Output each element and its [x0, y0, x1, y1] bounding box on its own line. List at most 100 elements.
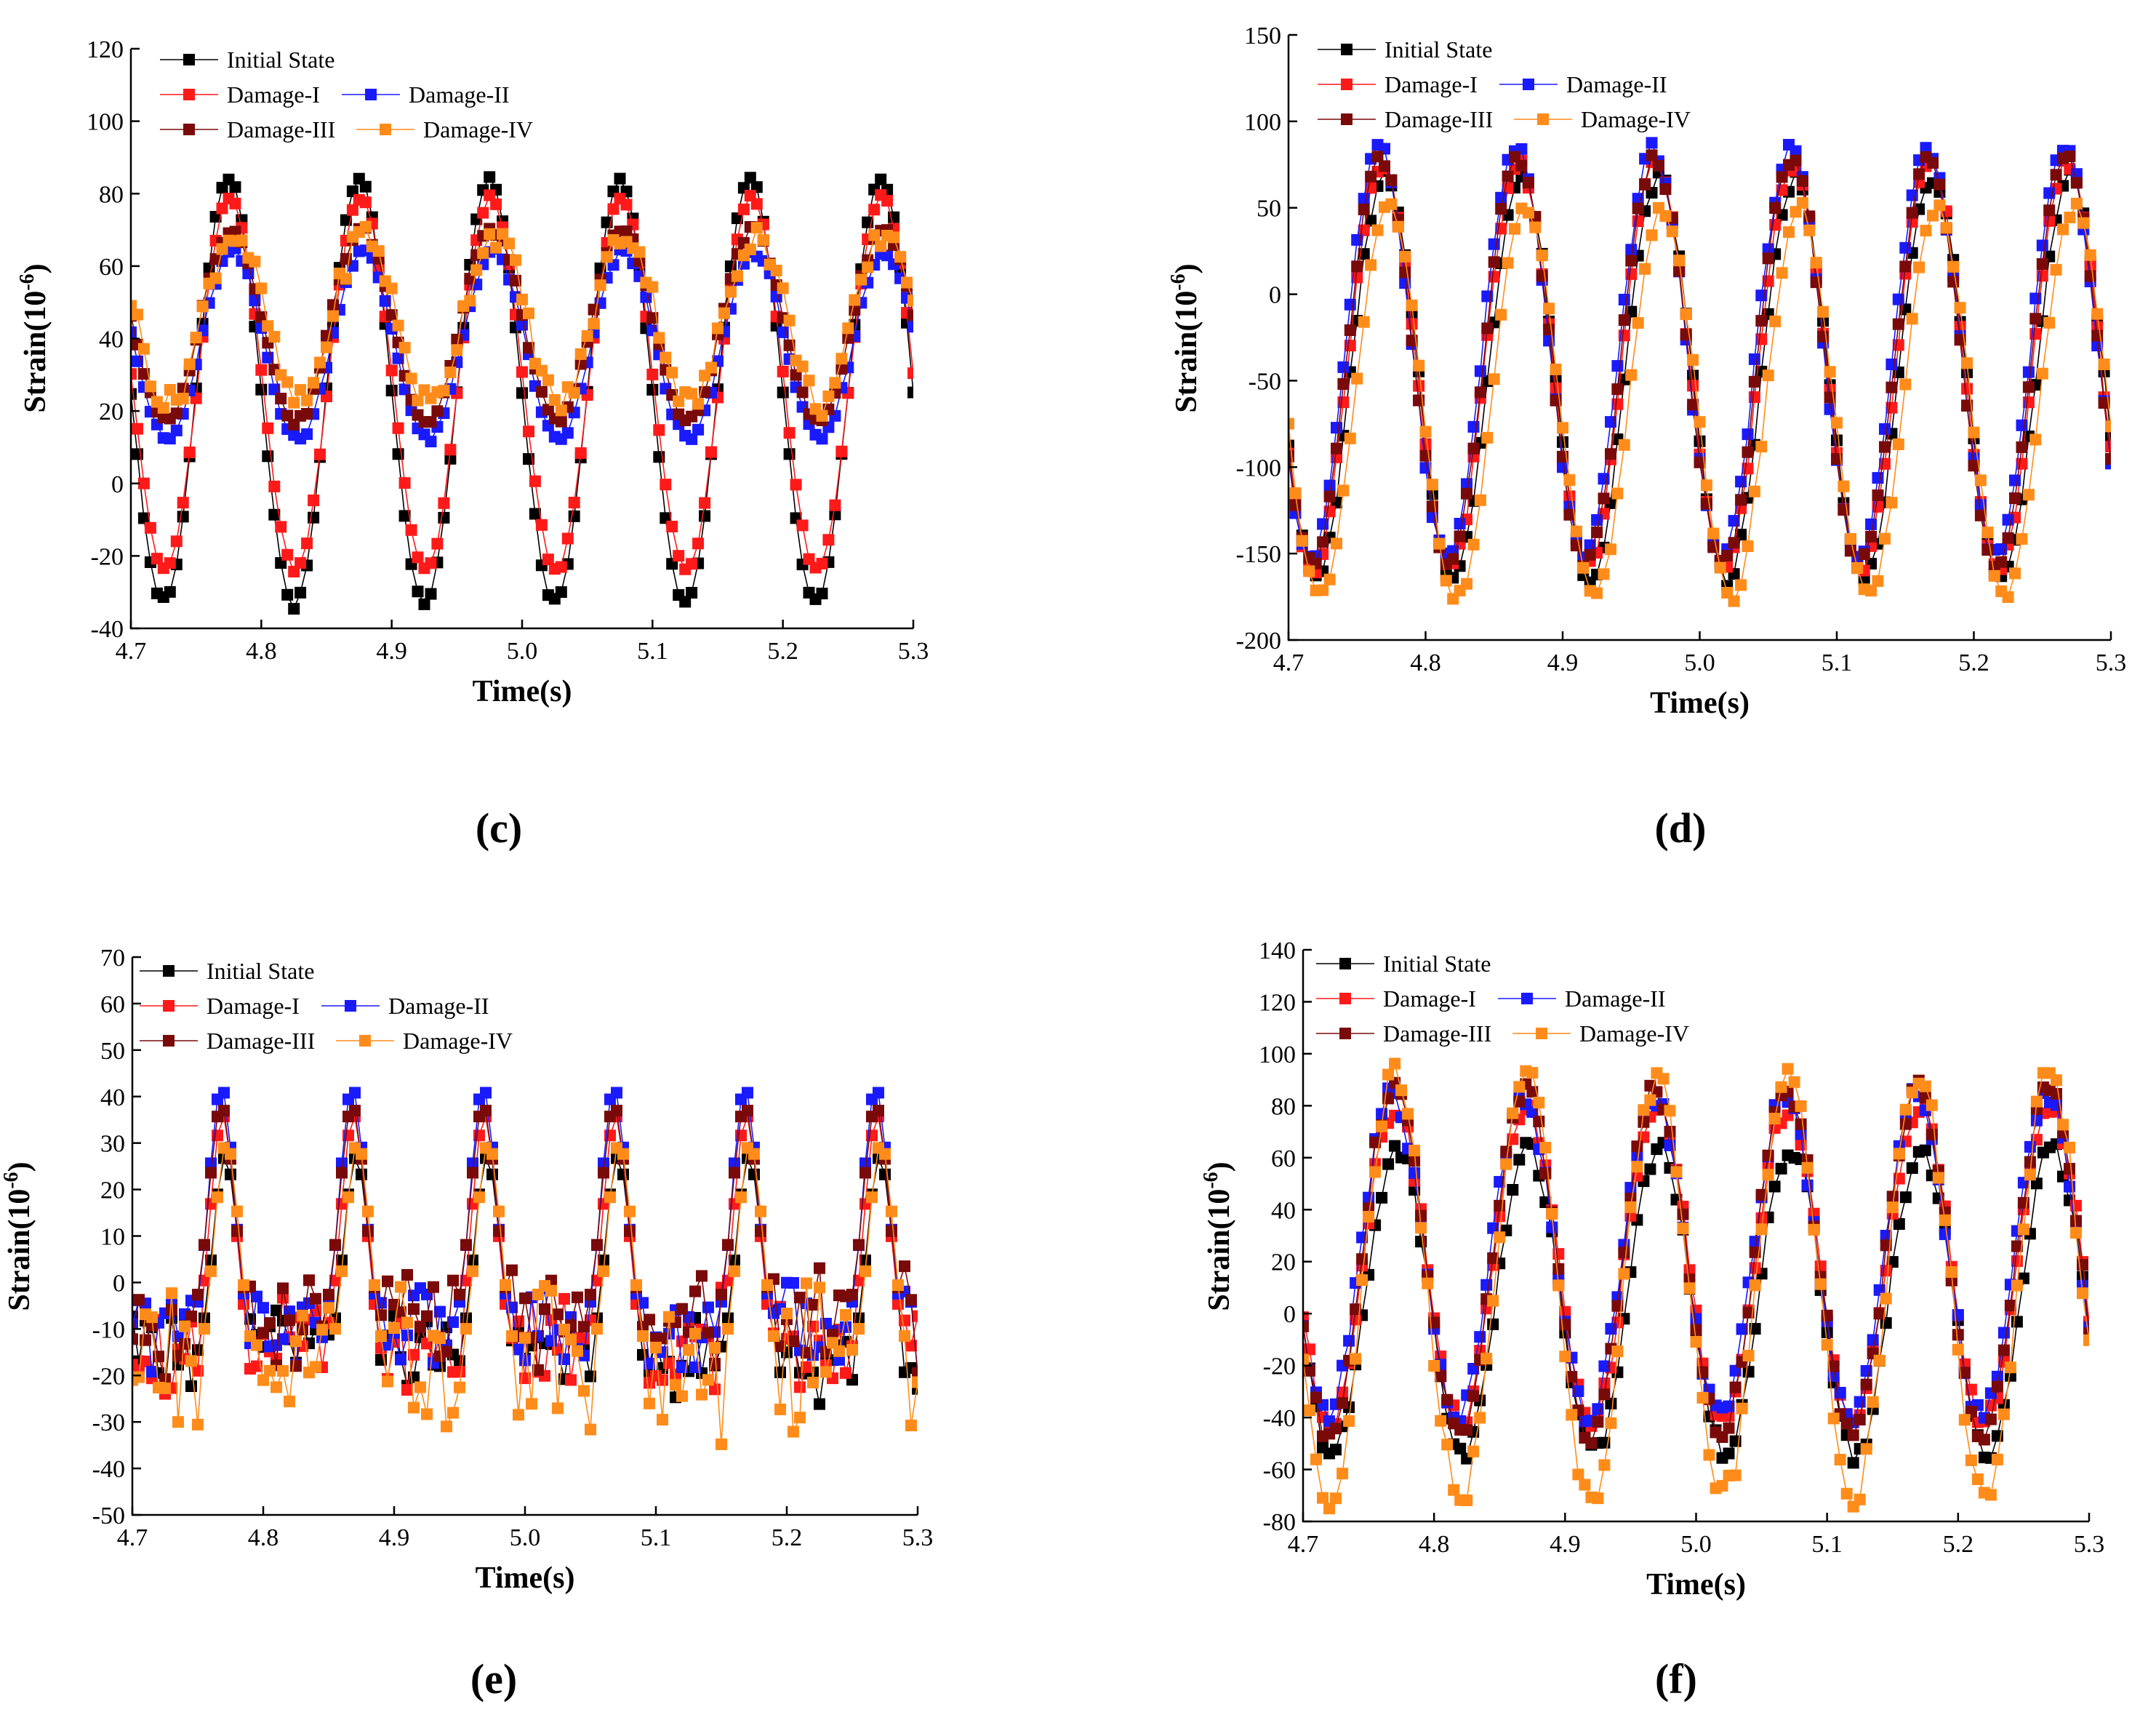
data-point-d-4-0	[1289, 417, 1294, 430]
data-point-c-2-106	[816, 433, 828, 445]
data-point-d-1-110	[2036, 270, 2048, 282]
data-point-c-1-80	[646, 368, 659, 380]
data-point-c-4-61	[523, 307, 534, 319]
data-point-e-4-80	[650, 1341, 662, 1353]
data-point-f-3-64	[1716, 1431, 1728, 1443]
data-point-e-4-45	[421, 1408, 433, 1420]
data-point-e-3-4	[153, 1351, 164, 1363]
y-tick-label: -50	[1249, 368, 1281, 395]
data-point-d-3-31	[1495, 203, 1507, 215]
data-point-c-4-110	[842, 322, 854, 335]
data-point-f-4-10	[1363, 1211, 1375, 1223]
data-point-f-1-30	[1494, 1210, 1506, 1223]
data-point-f-3-108	[2004, 1300, 2016, 1311]
data-point-e-3-104	[807, 1299, 819, 1311]
data-point-e-4-3	[146, 1311, 158, 1324]
data-point-d-4-38	[1543, 303, 1555, 315]
data-point-d-2-6	[1323, 479, 1336, 492]
data-point-d-2-30	[1488, 238, 1500, 250]
data-point-c-0-45	[418, 598, 430, 610]
data-point-c-4-21	[262, 320, 274, 332]
data-point-e-1-109	[840, 1367, 851, 1379]
data-point-d-3-86	[1872, 489, 1884, 501]
data-point-d-4-97	[1947, 260, 1960, 273]
x-tick-label: 4.9	[376, 638, 407, 665]
data-point-f-4-88	[1873, 1354, 1885, 1367]
data-point-e-1-31	[329, 1274, 341, 1287]
data-point-d-3-46	[1598, 492, 1610, 505]
data-point-d-4-3	[1303, 565, 1315, 577]
data-point-c-1-84	[673, 550, 685, 562]
data-point-d-3-11	[1358, 204, 1370, 215]
data-point-c-1-100	[777, 365, 789, 377]
data-point-d-4-8	[1337, 484, 1350, 497]
legend-label: Initial State	[1384, 36, 1492, 63]
y-tick-label: -80	[1263, 1509, 1296, 1536]
data-point-e-1-119	[905, 1340, 917, 1352]
data-point-e-3-69	[578, 1321, 590, 1333]
data-point-d-2-108	[2022, 366, 2035, 378]
legend-marker-4	[1537, 113, 1549, 125]
x-axis-title: Time(s)	[1650, 687, 1750, 720]
data-point-f-3-96	[1925, 1129, 1938, 1140]
data-point-d-4-69	[1755, 441, 1768, 453]
data-point-c-4-97	[757, 234, 769, 246]
data-point-f-2-17	[1408, 1167, 1421, 1179]
data-point-e-1-51	[460, 1274, 472, 1287]
data-point-d-3-5	[1317, 536, 1329, 548]
chart-panel-f: 4.7 4.8 4.9 5.0 5.1 5.2 5.3 -80 -60 -40 -20 0 20 40 60…	[1200, 937, 2104, 1703]
data-point-e-4-56	[493, 1205, 505, 1217]
data-point-e-4-77	[630, 1279, 642, 1291]
data-point-c-4-25	[288, 396, 300, 409]
data-point-c-1-28	[308, 495, 320, 506]
data-point-e-3-11	[199, 1239, 210, 1251]
data-point-f-3-17	[1408, 1155, 1421, 1167]
data-point-f-4-106	[1991, 1453, 2003, 1465]
data-point-f-3-105	[1984, 1413, 1997, 1425]
data-point-f-4-5	[1330, 1492, 1342, 1505]
data-point-f-0-112	[2030, 1177, 2043, 1190]
data-point-e-2-72	[598, 1157, 609, 1169]
y-tick-label: 40	[100, 1084, 125, 1111]
data-point-e-1-91	[722, 1274, 734, 1287]
data-point-d-3-18	[1406, 335, 1418, 347]
data-point-f-4-37	[1539, 1142, 1552, 1153]
data-point-e-2-114	[873, 1087, 884, 1099]
data-point-e-4-42	[401, 1316, 413, 1329]
data-point-c-2-46	[425, 436, 437, 448]
data-point-f-2-7	[1343, 1335, 1355, 1347]
data-point-d-4-79	[1824, 366, 1836, 378]
data-point-d-4-45	[1591, 587, 1603, 599]
data-point-d-1-10	[1351, 271, 1363, 284]
data-point-d-3-115	[2070, 177, 2083, 189]
data-point-d-3-111	[2043, 204, 2056, 217]
data-point-f-4-16	[1402, 1108, 1414, 1120]
data-point-f-4-26	[1467, 1445, 1480, 1457]
data-point-c-1-7	[170, 535, 183, 548]
data-point-d-3-47	[1605, 448, 1616, 460]
data-point-d-4-31	[1495, 308, 1507, 321]
data-point-e-4-55	[486, 1148, 498, 1160]
data-point-e-4-91	[722, 1323, 734, 1335]
panel-label-c: (c)	[476, 804, 522, 852]
data-point-e-3-111	[853, 1239, 865, 1251]
data-point-d-3-10	[1351, 260, 1363, 273]
data-point-e-3-68	[572, 1291, 583, 1303]
data-point-f-0-84	[1847, 1457, 1859, 1469]
y-tick-label: -20	[1263, 1353, 1296, 1380]
data-point-e-1-71	[591, 1274, 603, 1287]
data-point-f-4-0	[1303, 1353, 1309, 1366]
data-point-d-4-88	[1885, 497, 1898, 509]
data-point-c-4-115	[875, 240, 887, 252]
data-point-e-4-33	[342, 1191, 354, 1204]
data-point-c-3-20	[255, 311, 268, 323]
data-point-f-2-112	[2030, 1114, 2043, 1127]
data-point-d-4-98	[1954, 302, 1966, 314]
y-tick-label: -50	[92, 1503, 125, 1529]
panel-label-e: (e)	[470, 1655, 517, 1703]
data-point-d-2-106	[2009, 474, 2021, 487]
data-point-c-1-55	[484, 189, 496, 201]
data-point-e-2-12	[205, 1157, 217, 1169]
data-point-d-2-67	[1742, 428, 1754, 441]
data-point-e-4-102	[794, 1412, 806, 1424]
